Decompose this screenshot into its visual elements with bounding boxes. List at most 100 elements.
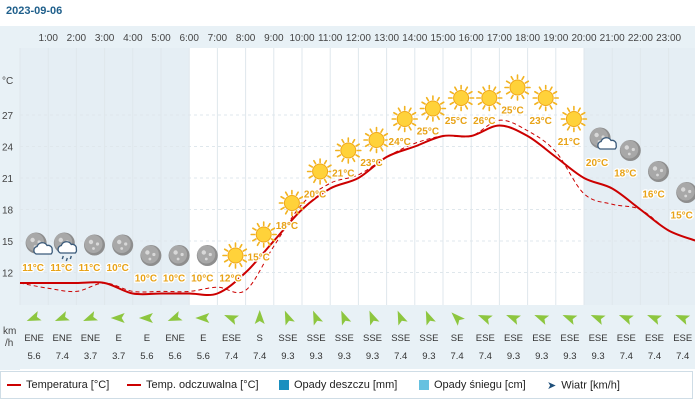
y-tick-label: 18 bbox=[2, 206, 14, 217]
moon-crater bbox=[117, 239, 122, 245]
sun-ray bbox=[477, 90, 483, 95]
wind-arrow-shape bbox=[451, 312, 465, 326]
time-band bbox=[273, 48, 302, 305]
hour-label: 1:00 bbox=[38, 33, 58, 44]
temp-point-label: 20°C bbox=[586, 158, 608, 169]
sun-ray bbox=[580, 122, 586, 127]
sun-ray bbox=[295, 209, 299, 215]
moon-surface bbox=[648, 161, 667, 180]
moon-surface bbox=[169, 245, 188, 264]
wind-direction-label: ENE bbox=[165, 333, 185, 344]
wind-unit-h: /h bbox=[5, 338, 13, 349]
sun-ray bbox=[393, 111, 398, 116]
sun-ray bbox=[336, 143, 342, 147]
wind-speed-label: 7.4 bbox=[225, 351, 238, 362]
wind-direction-label: SSE bbox=[278, 333, 297, 344]
y-tick-label: 21 bbox=[2, 174, 14, 185]
sun-disc bbox=[396, 111, 413, 127]
wind-speed-label: 7.4 bbox=[620, 351, 633, 362]
temp-point-label: 20°C bbox=[304, 190, 326, 201]
y-tick-label: 24 bbox=[2, 143, 14, 154]
sun-ray bbox=[510, 94, 514, 100]
wind-direction-icon bbox=[83, 311, 98, 322]
time-band bbox=[414, 48, 443, 305]
wind-speed-label: 9.3 bbox=[338, 351, 351, 362]
wind-direction-icon bbox=[506, 314, 521, 325]
wind-speed-label: 9.3 bbox=[366, 351, 379, 362]
wind-direction-icon bbox=[397, 310, 408, 326]
wind-arrow-shape bbox=[369, 310, 380, 326]
wind-direction-icon bbox=[54, 311, 70, 322]
time-band bbox=[132, 48, 161, 305]
wind-direction-label: SSE bbox=[335, 333, 354, 344]
sun-ray bbox=[449, 101, 455, 106]
moon-crater bbox=[652, 166, 658, 171]
wind-direction-label: SSE bbox=[363, 333, 382, 344]
temp-point-label: 12°C bbox=[219, 274, 241, 285]
wind-direction-icon bbox=[224, 314, 239, 325]
sun-ray bbox=[242, 248, 248, 252]
cloud-shape bbox=[597, 137, 617, 150]
legend-wind-label: Wiatr [km/h] bbox=[561, 379, 620, 392]
sun-ray bbox=[397, 125, 402, 131]
sun-ray bbox=[482, 86, 486, 92]
sun-ray bbox=[482, 104, 486, 110]
sun-ray bbox=[439, 101, 445, 105]
sun-ray bbox=[369, 146, 373, 152]
series-temperature-line bbox=[19, 124, 695, 297]
sun-ray bbox=[492, 86, 497, 92]
moon-cloud-icon bbox=[25, 232, 53, 255]
sun-ray bbox=[566, 125, 571, 131]
temp-point-label: 21°C bbox=[558, 137, 580, 148]
wind-arrow-shape bbox=[313, 310, 324, 326]
moon-crater bbox=[152, 252, 156, 257]
wind-direction-icon bbox=[254, 310, 265, 324]
wind-direction-label: ENE bbox=[53, 333, 73, 344]
wind-direction-icon bbox=[425, 310, 436, 326]
sun-ray bbox=[468, 90, 473, 95]
moon-crater bbox=[145, 250, 150, 255]
sun-icon bbox=[222, 242, 249, 269]
wind-speed-label: 7.4 bbox=[450, 351, 463, 362]
moon-crater bbox=[30, 237, 35, 243]
sun-ray bbox=[449, 90, 455, 95]
sun-ray bbox=[341, 138, 345, 144]
legend-feels-like-swatch bbox=[127, 384, 141, 387]
sun-ray bbox=[510, 75, 514, 81]
moon-icon bbox=[676, 182, 695, 203]
moon-crater bbox=[208, 252, 212, 257]
wind-speed-label: 7.4 bbox=[676, 351, 689, 362]
wind-speed-label: 9.3 bbox=[507, 351, 520, 362]
wind-direction-icon bbox=[618, 314, 634, 325]
wind-direction-icon bbox=[284, 310, 295, 326]
wind-arrow-shape bbox=[284, 310, 295, 326]
sun-ray bbox=[383, 132, 389, 137]
sun-ray bbox=[270, 227, 276, 231]
wind-speed-label: 5.6 bbox=[140, 351, 153, 362]
sun-ray bbox=[549, 86, 553, 92]
moon-crater bbox=[88, 239, 94, 245]
hour-label: 15:00 bbox=[430, 33, 455, 44]
sun-ray bbox=[355, 143, 360, 147]
sun-ray bbox=[436, 115, 440, 121]
time-band bbox=[386, 48, 415, 305]
sun-ray bbox=[223, 248, 229, 252]
moon-crater bbox=[201, 250, 206, 255]
wind-arrow-shape bbox=[341, 310, 352, 326]
sun-icon bbox=[447, 84, 475, 112]
wind-speed-label: 5.6 bbox=[168, 351, 181, 362]
sun-ray bbox=[284, 209, 289, 215]
temp-point-label: 10°C bbox=[135, 274, 157, 285]
sun-icon bbox=[504, 74, 531, 101]
hour-label: 5:00 bbox=[151, 33, 171, 44]
wind-direction-label: ENE bbox=[24, 333, 44, 344]
temp-point-label: 18°C bbox=[276, 221, 298, 232]
sun-ray bbox=[562, 122, 567, 127]
legend-temperature-swatch bbox=[7, 384, 21, 387]
wind-direction-label: ESE bbox=[532, 333, 551, 344]
sun-ray bbox=[280, 206, 285, 211]
moon-icon bbox=[648, 161, 669, 182]
legend-feels-like: Temp. odczuwalna [°C] bbox=[127, 379, 259, 391]
wind-direction-label: SE bbox=[451, 333, 464, 344]
moon-cloud-icon bbox=[589, 127, 617, 150]
